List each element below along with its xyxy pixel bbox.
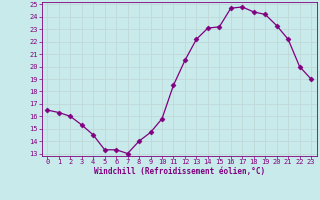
X-axis label: Windchill (Refroidissement éolien,°C): Windchill (Refroidissement éolien,°C) xyxy=(94,167,265,176)
